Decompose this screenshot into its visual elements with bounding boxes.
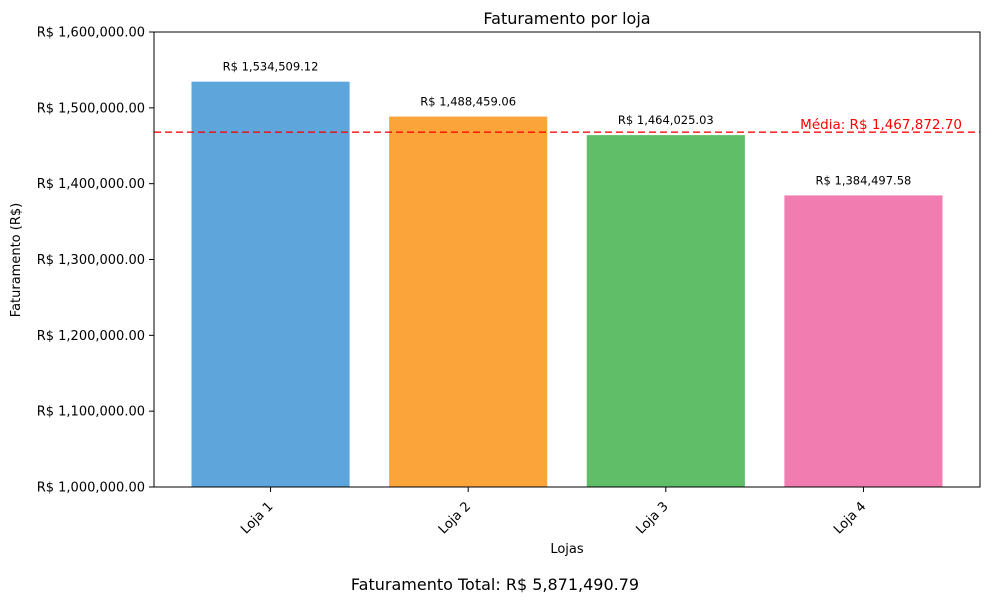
y-axis: R$ 1,000,000.00 R$ 1,100,000.00 R$ 1,200,0… xyxy=(37,26,154,496)
y-tick-label: R$ 1,000,000.00 xyxy=(37,481,145,496)
bars-group xyxy=(191,81,943,488)
average-label: Média: R$ 1,467,872.70 xyxy=(800,117,962,133)
y-axis-label: Faturamento (R$) xyxy=(9,203,24,317)
y-tick-label: R$ 1,200,000.00 xyxy=(37,329,145,344)
plot-frame xyxy=(153,31,981,488)
y-tick-label: R$ 1,300,000.00 xyxy=(37,253,145,268)
x-tick-label: Loja 2 xyxy=(436,499,474,537)
x-tick-label: Loja 1 xyxy=(238,499,276,537)
bar-value-label: R$ 1,534,509.12 xyxy=(223,60,319,74)
bar-loja-1 xyxy=(191,81,350,488)
x-axis: Loja 1 Loja 2 Loja 3 Loja 4 xyxy=(238,487,869,537)
total-revenue-footer: Faturamento Total: R$ 5,871,490.79 xyxy=(351,575,639,594)
bar-loja-3 xyxy=(586,135,745,487)
y-tick-label: R$ 1,600,000.00 xyxy=(37,26,145,41)
average-line-group: Média: R$ 1,467,872.70 xyxy=(154,117,980,133)
x-tick-label: Loja 4 xyxy=(831,499,869,537)
bar-value-label: R$ 1,384,497.58 xyxy=(816,173,912,187)
chart-title: Faturamento por loja xyxy=(483,9,650,28)
bar-value-label: R$ 1,488,459.06 xyxy=(420,95,516,109)
bar-loja-2 xyxy=(389,116,548,488)
y-tick-label: R$ 1,100,000.00 xyxy=(37,405,145,420)
x-tick-label: Loja 3 xyxy=(633,499,671,537)
bar-value-labels: R$ 1,534,509.12 R$ 1,488,459.06 R$ 1,464,0… xyxy=(223,60,912,188)
y-tick-label: R$ 1,400,000.00 xyxy=(37,177,145,192)
bar-value-label: R$ 1,464,025.03 xyxy=(618,113,714,127)
y-tick-label: R$ 1,500,000.00 xyxy=(37,101,145,116)
x-axis-label: Lojas xyxy=(550,542,584,557)
bar-loja-4 xyxy=(784,195,943,487)
